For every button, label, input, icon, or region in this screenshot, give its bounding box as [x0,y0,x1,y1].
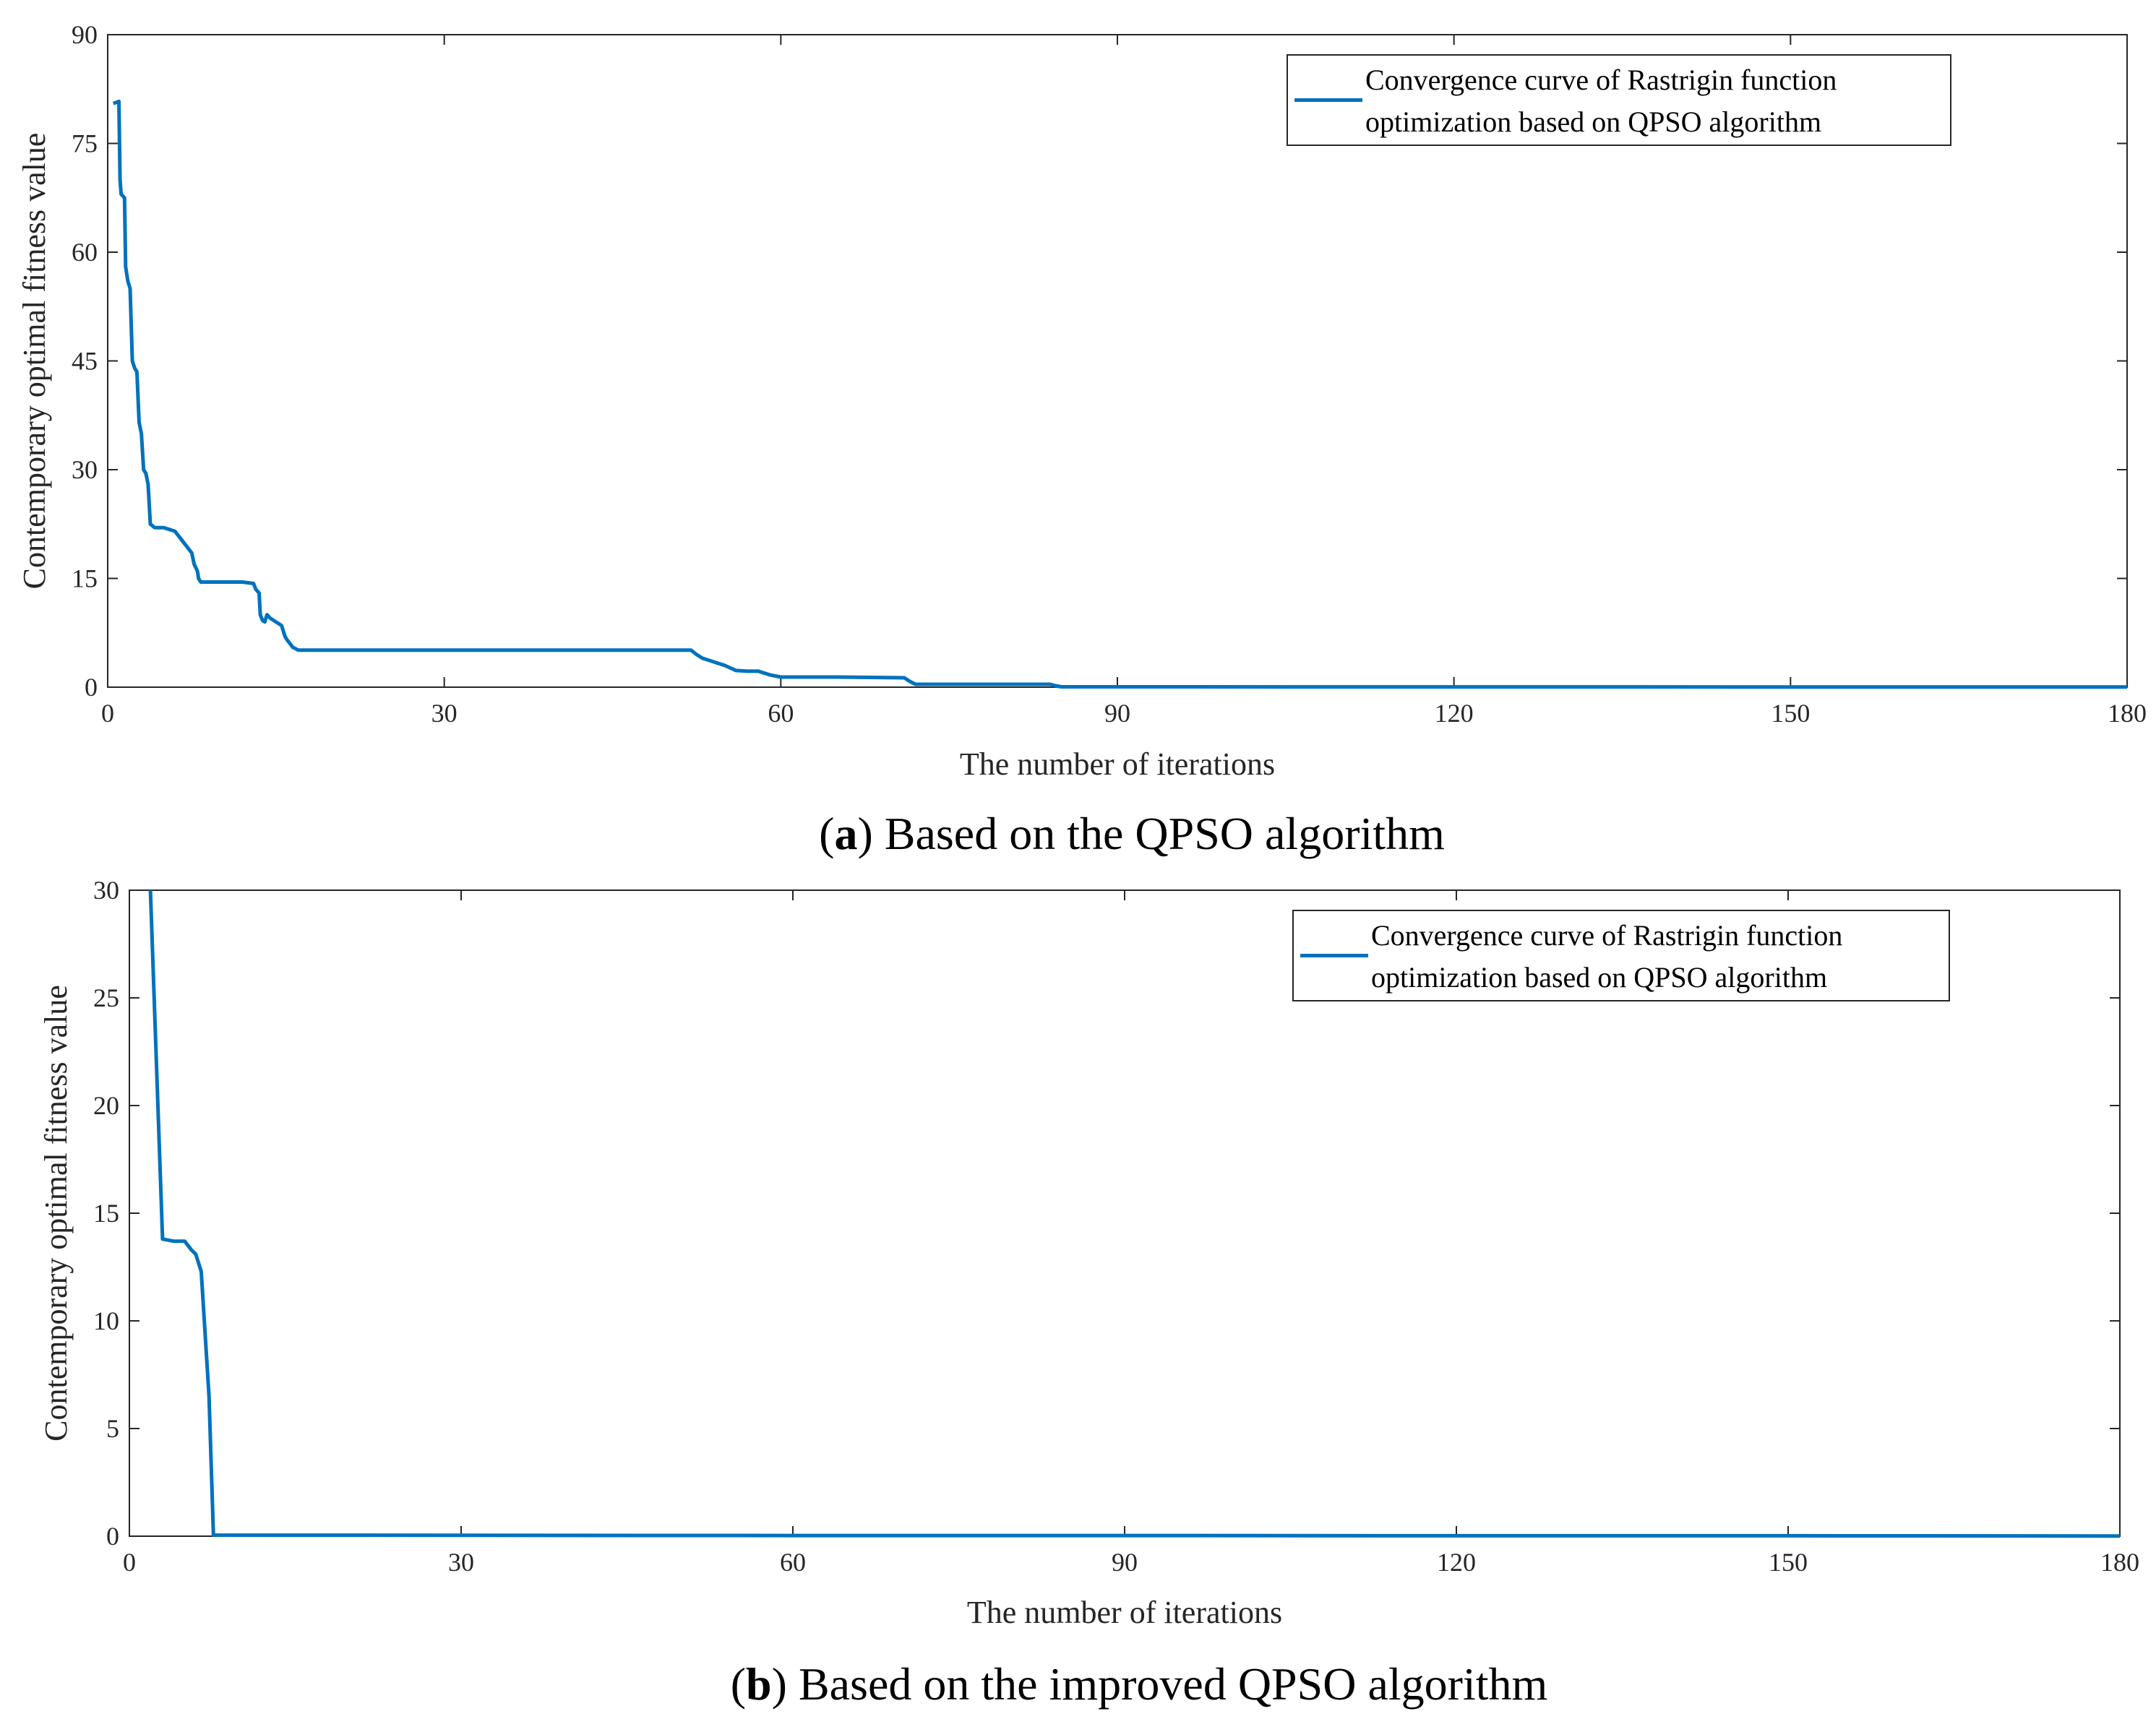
y-tick-label: 15 [72,564,98,593]
x-tick-label: 180 [2108,699,2147,728]
x-tick-label: 0 [123,1548,136,1577]
x-tick-label: 30 [448,1548,474,1577]
y-tick-label: 0 [85,673,98,702]
y-tick-label: 60 [72,238,98,267]
chart-panel-b: 0 30 60 90 120 150 180 0 5 10 15 20 25 30 The number … [38,876,2139,1710]
series-group [112,99,2128,689]
caption-prefix: ( [731,1658,746,1710]
x-tick-label: 60 [780,1548,806,1577]
caption-text: ) Based on the improved QPSO algorithm [772,1658,1548,1710]
caption-prefix: ( [819,808,834,859]
tick-group: 0 30 60 90 120 150 180 0 15 30 45 60 75 90 [72,20,2147,728]
legend: Convergence curve of Rastrigin function … [1292,910,1950,1001]
legend-label-line-2: optimization based on QPSO algorithm [1365,105,1821,138]
caption-letter: a [834,808,857,859]
tick-group: 0 30 60 90 120 150 180 0 5 10 15 20 25 30 [93,876,2139,1577]
y-axis-label: Contemporary optimal fitness value [17,133,52,590]
caption-text: ) Based on the QPSO algorithm [857,808,1444,859]
x-tick-label: 120 [1435,699,1474,728]
caption-letter: b [746,1658,772,1710]
series-line [148,889,2121,1538]
y-tick-label: 15 [93,1199,119,1228]
x-tick-label: 0 [101,699,114,728]
y-tick-label: 25 [93,983,119,1012]
y-tick-label: 90 [72,20,98,49]
x-tick-label: 180 [2100,1548,2139,1577]
legend-box [1292,910,1950,1001]
x-tick-label: 90 [1112,1548,1138,1577]
legend-label-line-2: optimization based on QPSO algorithm [1371,961,1827,994]
y-tick-label: 20 [93,1091,119,1120]
y-tick-label: 75 [72,129,98,158]
x-tick-label: 30 [431,699,458,728]
y-tick-label: 30 [93,876,119,905]
y-tick-label: 5 [106,1414,119,1443]
legend-box [1287,54,1951,146]
series-group [148,889,2121,1538]
y-axis-label: Contemporary optimal fitness value [38,985,74,1442]
y-tick-label: 0 [106,1522,119,1551]
panel-caption-b: (b) Based on the improved QPSO algorithm [731,1658,1548,1710]
x-tick-label: 150 [1769,1548,1808,1577]
x-tick-label: 90 [1104,699,1130,728]
series-line [112,99,2128,689]
x-tick-label: 60 [768,699,794,728]
y-tick-label: 10 [93,1306,119,1335]
legend: Convergence curve of Rastrigin function … [1287,54,1951,146]
x-axis-label: The number of iterations [960,746,1275,782]
x-tick-label: 150 [1771,699,1810,728]
legend-label-line-1: Convergence curve of Rastrigin function [1365,64,1837,96]
y-tick-label: 30 [72,455,98,484]
legend-label-line-1: Convergence curve of Rastrigin function [1371,919,1842,952]
chart-panel-a: 0 30 60 90 120 150 180 0 15 30 45 60 75 90 The number… [17,20,2147,859]
panel-caption-a: (a) Based on the QPSO algorithm [819,808,1445,859]
y-tick-label: 45 [72,347,98,376]
x-axis-label: The number of iterations [967,1595,1282,1630]
x-tick-label: 120 [1437,1548,1476,1577]
